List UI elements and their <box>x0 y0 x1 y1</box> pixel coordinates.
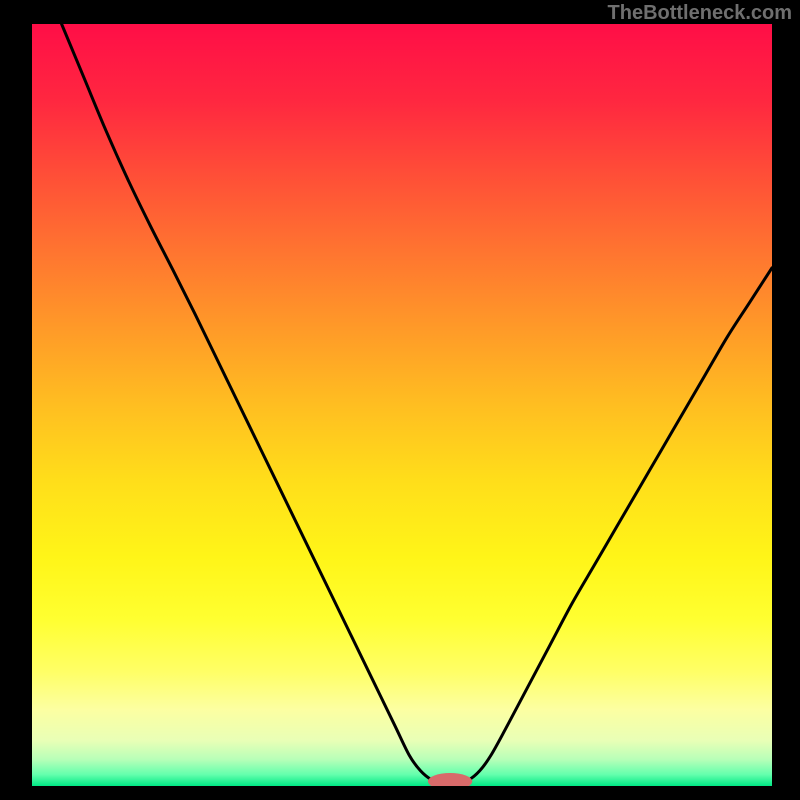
watermark-text: TheBottleneck.com <box>608 2 792 25</box>
bottleneck-curve-chart <box>32 24 772 786</box>
chart-container: TheBottleneck.com <box>0 0 800 800</box>
gradient-background <box>32 24 772 786</box>
plot-area <box>32 24 772 786</box>
